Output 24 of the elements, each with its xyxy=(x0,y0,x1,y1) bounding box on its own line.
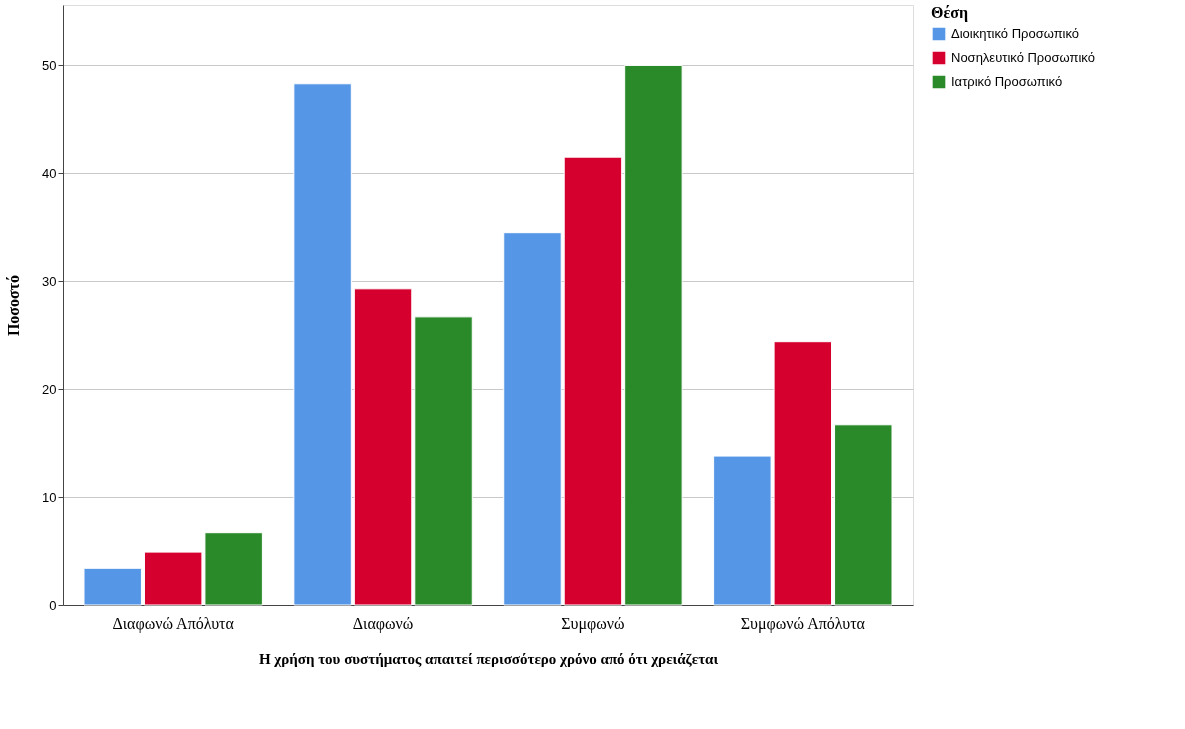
y-tick-label: 50 xyxy=(42,57,57,73)
x-tick-label: Διαφωνώ xyxy=(352,614,414,633)
x-axis-title: Η χρήση του συστήματος απαιτεί περισσότερο χρόνο από ότι χρειάζεται xyxy=(258,650,719,667)
y-tick-label: 20 xyxy=(42,381,57,397)
x-tick-label: Συμφωνώ Απόλυτα xyxy=(740,614,866,633)
y-tick-label: 10 xyxy=(42,489,57,505)
bar xyxy=(834,424,893,606)
bar xyxy=(414,316,473,606)
x-tick-label: Συμφωνώ xyxy=(561,614,625,633)
legend-title: Θέση xyxy=(931,4,969,22)
y-axis-title: Ποσοστό xyxy=(5,274,23,337)
bar xyxy=(353,288,413,606)
y-tick-label: 40 xyxy=(42,165,57,181)
legend-label: Νοσηλευτικό Προσωπικό xyxy=(951,50,1095,65)
legend-label: Ιατρικό Προσωπικό xyxy=(951,74,1063,89)
legend-label: Διοικητικό Προσωπικό xyxy=(951,26,1080,41)
bar xyxy=(563,156,623,606)
bar xyxy=(83,567,142,606)
x-tick-label: Διαφωνώ Απόλυτα xyxy=(112,614,235,633)
bar xyxy=(503,232,562,606)
y-tick-label: 30 xyxy=(42,273,57,289)
y-tick-label: 0 xyxy=(49,597,57,613)
bar xyxy=(293,83,352,606)
bar xyxy=(624,64,683,606)
